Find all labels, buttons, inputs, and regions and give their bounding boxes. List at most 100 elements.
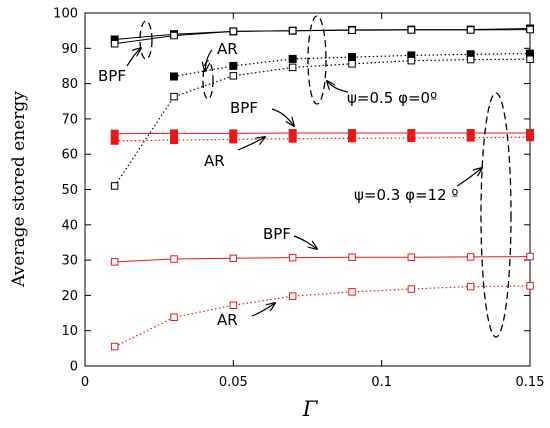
series-2 bbox=[170, 49, 534, 81]
data-point bbox=[466, 26, 475, 34]
annotation-ar-upper: AR bbox=[217, 40, 238, 58]
data-point bbox=[526, 252, 534, 261]
arrow-ar-mid bbox=[237, 137, 265, 151]
annotation-ar-mid: AR bbox=[204, 152, 225, 170]
data-point bbox=[110, 40, 119, 48]
data-point bbox=[526, 133, 534, 142]
arrow-ar-low bbox=[251, 303, 275, 317]
data-point bbox=[288, 26, 297, 35]
series-line bbox=[114, 136, 531, 142]
arrow-psi03 bbox=[456, 168, 482, 187]
data-point bbox=[348, 53, 356, 62]
data-point bbox=[288, 134, 297, 143]
y-tick-label: 0 bbox=[70, 360, 78, 375]
ellipse-top-left bbox=[139, 20, 153, 60]
data-point bbox=[288, 54, 297, 63]
series-line bbox=[114, 132, 530, 135]
ellipse-psi05 bbox=[307, 15, 327, 105]
ellipse-psi03 bbox=[480, 92, 512, 338]
data-point bbox=[348, 26, 356, 34]
series-5 bbox=[110, 133, 534, 145]
arrow-bpf-mid bbox=[271, 108, 294, 126]
y-tick-label: 100 bbox=[53, 7, 78, 22]
data-point bbox=[288, 292, 297, 300]
x-tick-label: 0.1 bbox=[371, 375, 392, 390]
data-point bbox=[407, 253, 416, 261]
series-line bbox=[114, 285, 531, 348]
y-tick-label: 90 bbox=[61, 42, 78, 57]
data-point bbox=[466, 55, 475, 64]
data-point bbox=[110, 136, 119, 145]
annotation-ar-low: AR bbox=[217, 311, 238, 329]
data-point bbox=[170, 313, 178, 321]
series-3 bbox=[110, 55, 534, 190]
data-point bbox=[110, 129, 119, 138]
data-point bbox=[170, 136, 178, 145]
series-6 bbox=[110, 252, 534, 266]
data-point bbox=[348, 60, 356, 68]
data-point bbox=[229, 61, 238, 70]
data-point bbox=[170, 72, 178, 81]
data-point bbox=[229, 301, 238, 309]
y-tick-label: 20 bbox=[61, 289, 78, 304]
series-7 bbox=[110, 282, 534, 351]
arrow-bpf-low bbox=[293, 235, 317, 249]
data-point bbox=[229, 72, 238, 80]
data-point bbox=[110, 182, 119, 190]
data-point bbox=[407, 285, 416, 293]
data-point bbox=[407, 134, 416, 142]
arrow-ar-upper bbox=[205, 49, 213, 71]
data-point bbox=[526, 282, 534, 290]
annotation-bpf-mid: BPF bbox=[230, 99, 258, 117]
series-line bbox=[114, 29, 531, 45]
y-axis-label: Average stored energy bbox=[9, 91, 29, 288]
annotation-arrows bbox=[126, 48, 482, 317]
annotation-ellipses bbox=[139, 15, 512, 338]
x-axis-label: Γ bbox=[302, 397, 319, 421]
y-tick-label: 70 bbox=[61, 112, 78, 127]
ellipse-ar-upper bbox=[202, 60, 214, 100]
y-tick-label: 10 bbox=[61, 324, 78, 339]
data-point bbox=[348, 288, 356, 296]
series-line bbox=[114, 256, 531, 263]
x-tick-label: 0.15 bbox=[516, 375, 545, 390]
data-point bbox=[229, 27, 238, 36]
data-point bbox=[466, 253, 475, 261]
arrow-psi05 bbox=[327, 81, 349, 93]
annotation-bpf-top: BPF bbox=[98, 67, 126, 85]
data-point bbox=[170, 129, 178, 138]
data-point bbox=[170, 31, 178, 40]
annotation-psi05: ψ=0.5 φ=0º bbox=[347, 89, 437, 107]
data-point bbox=[407, 56, 416, 65]
y-tick-label: 80 bbox=[61, 77, 78, 92]
data-point bbox=[466, 282, 475, 291]
axes: 0 10 20 30 40 50 60 70 80 90 100 0 0.05 0.1 0.15 bbox=[53, 7, 544, 391]
data-point bbox=[110, 342, 119, 351]
y-tick-label: 40 bbox=[61, 218, 78, 233]
annotation-labels: BPF AR ψ=0.5 φ=0º BPF AR ψ=0.3 φ=12 º BP… bbox=[98, 40, 458, 329]
series-1 bbox=[110, 25, 534, 48]
data-point bbox=[170, 255, 178, 263]
data-point bbox=[110, 258, 119, 266]
data-point bbox=[407, 26, 416, 34]
data-point bbox=[170, 92, 178, 101]
arrow-bpf-top bbox=[126, 48, 141, 67]
data-point bbox=[288, 63, 297, 72]
y-tick-label: 50 bbox=[61, 183, 78, 198]
data-point bbox=[526, 55, 534, 63]
annotation-bpf-low: BPF bbox=[263, 225, 291, 243]
data-point bbox=[466, 133, 475, 142]
data-point bbox=[229, 254, 238, 263]
annotation-psi03: ψ=0.3 φ=12 º bbox=[354, 186, 458, 204]
data-point bbox=[348, 253, 356, 261]
data-point bbox=[348, 134, 356, 143]
data-point bbox=[526, 25, 534, 34]
y-tick-label: 30 bbox=[61, 254, 78, 269]
data-point bbox=[229, 135, 238, 144]
series bbox=[110, 24, 534, 351]
y-tick-label: 60 bbox=[61, 148, 78, 163]
x-tick-label: 0 bbox=[81, 375, 89, 390]
data-point bbox=[288, 253, 297, 262]
x-tick-label: 0.05 bbox=[219, 375, 248, 390]
